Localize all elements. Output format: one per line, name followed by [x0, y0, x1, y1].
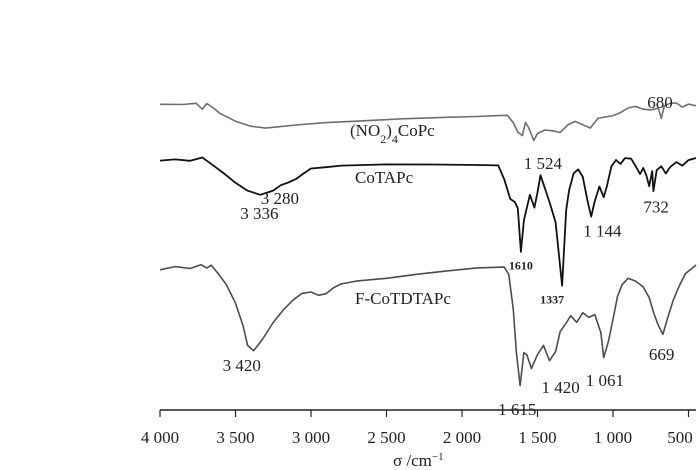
peak-label-5: 1610 — [509, 259, 533, 273]
series-label-cotapc: CoTAPc — [355, 168, 414, 187]
x-tick-label-1: 4 000 — [141, 428, 179, 447]
x-tick-label-2: 3 500 — [216, 428, 254, 447]
peak-label-6: 1337 — [540, 292, 564, 306]
x-axis-label: σ /cm−1 — [393, 451, 444, 470]
x-tick-label-3: 3 000 — [292, 428, 330, 447]
peak-label-4: 3 280 — [261, 189, 299, 208]
series-line-2 — [159, 156, 697, 287]
peak-label-3: 3 336 — [240, 204, 278, 223]
peak-label-9: 3 420 — [223, 356, 261, 375]
x-tick-layer: 4 000 3 500 3 000 2 500 2 000 1 500 1 000 500 — [141, 410, 693, 447]
series-line-1 — [159, 102, 697, 142]
x-tick-label-8: 500 — [667, 428, 693, 447]
x-tick-label-7: 1 000 — [594, 428, 632, 447]
x-tick-label-4: 2 500 — [367, 428, 405, 447]
peak-label-12: 1 061 — [586, 371, 624, 390]
series-label-f-cotdtapc: F-CoTDTAPc — [355, 289, 451, 308]
peak-label-13: 669 — [649, 345, 675, 364]
series-label-no2-copc: (NO2)4CoPc — [350, 121, 435, 146]
peak-label-11: 1 420 — [542, 378, 580, 397]
peak-label-8: 732 — [643, 198, 669, 217]
peak-label-7: 1 144 — [583, 222, 622, 241]
x-tick-label-5: 2 000 — [443, 428, 481, 447]
series-layer — [159, 102, 697, 387]
peak-label-2: 680 — [647, 93, 673, 112]
peak-label-1: 1 524 — [524, 154, 563, 173]
x-tick-label-6: 1 500 — [518, 428, 556, 447]
series-label-layer: (NO2)4CoPc CoTAPc F-CoTDTAPc — [350, 121, 451, 308]
series-line-3 — [159, 263, 697, 387]
